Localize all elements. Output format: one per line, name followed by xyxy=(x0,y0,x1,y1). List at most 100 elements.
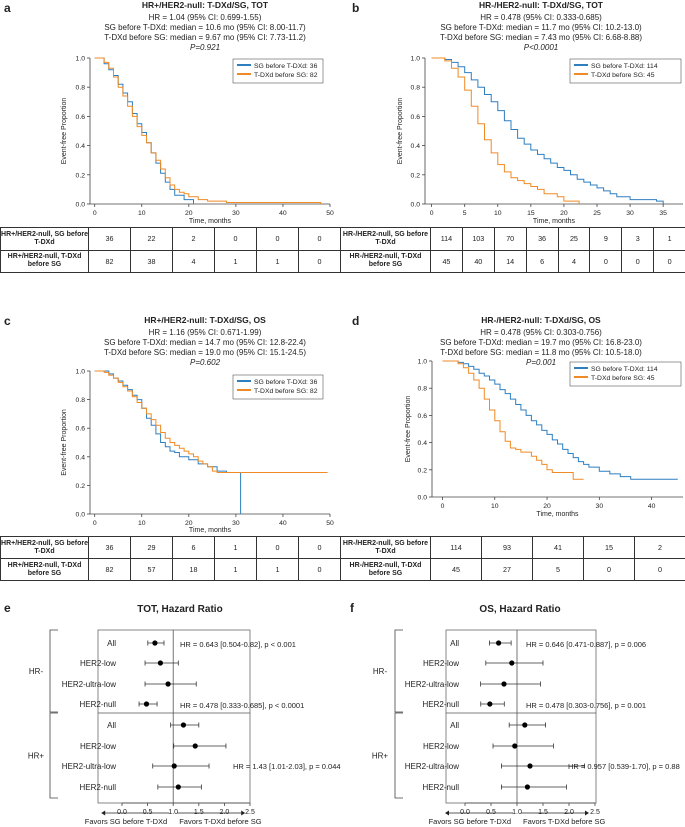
forest-row-label: HER2-ultra-low xyxy=(62,680,116,689)
x-tick-label: 1.5 xyxy=(194,809,204,816)
risk-table: HR+/HER2-null, SG before T-DXd 36 29 6 1 0 0 HR… xyxy=(0,536,341,581)
risk-row-label: HR+/HER2-null, T-DXd before SG xyxy=(0,558,89,581)
risk-count: 82 xyxy=(88,249,131,273)
x-axis-label: Time, months xyxy=(189,527,232,534)
risk-count: 0 xyxy=(214,227,257,251)
risk-count: 1 xyxy=(214,249,257,273)
stat-line: T-DXd before SG: median = 19.0 mo (95% C… xyxy=(104,348,306,357)
forest-row-label: All xyxy=(107,639,116,648)
legend-box xyxy=(569,58,682,84)
hr-point xyxy=(522,722,528,728)
stat-line: SG before T-DXd: median = 11.7 mo (95% C… xyxy=(440,23,642,32)
risk-row-label: HR-/HER2-null, SG before T-DXd xyxy=(340,227,431,251)
y-axis-label: Event-free Proportion xyxy=(61,98,68,165)
x-tick-label: 20 xyxy=(543,503,551,510)
forest-row-label: HER2-null xyxy=(80,700,117,709)
hr-point xyxy=(524,784,531,790)
x-tick-label: 50 xyxy=(326,520,334,527)
x-tick-label: 20 xyxy=(560,210,568,217)
forest-title: TOT, Hazard Ratio xyxy=(137,604,222,615)
p-value: P=0.921 xyxy=(190,43,220,52)
risk-count: 45 xyxy=(430,249,463,273)
x-tick-label: 2.5 xyxy=(245,809,255,816)
risk-count: 18 xyxy=(172,558,215,581)
x-tick-label: 20 xyxy=(185,210,193,217)
favors-right-label: Favors T-DXd before SG xyxy=(523,817,606,826)
stat-line: SG before T-DXd: median = 14.7 mo (95% C… xyxy=(104,338,306,347)
hr-annotation: HR = 0.478 [0.333-0.685], p < 0.0001 xyxy=(180,701,304,710)
y-tick-label: 0.6 xyxy=(418,413,428,420)
y-tick-label: 0.8 xyxy=(76,85,86,92)
km-curve-sg-before-tdxd xyxy=(94,57,194,204)
risk-table-row: HR-/HER2-null, SG before T-DXd 114 93 41 15 2 xyxy=(340,536,685,559)
y-tick-label: 0.2 xyxy=(418,467,428,474)
hr-point xyxy=(165,681,171,687)
y-tick-label: 0.0 xyxy=(76,202,86,209)
risk-count: 4 xyxy=(557,249,591,273)
hr-point xyxy=(175,784,181,790)
risk-count: 4 xyxy=(172,249,215,273)
y-tick-label: 0.4 xyxy=(76,454,86,461)
stat-line: HR = 0.478 (95% CI: 0.333-0.685) xyxy=(480,13,602,22)
stat-line: T-DXd before SG: median = 7.43 mo (95% C… xyxy=(440,33,642,42)
y-tick-label: 1.0 xyxy=(411,56,421,63)
panel-title: HR+/HER2-null: T-DXd/SG, OS xyxy=(144,315,266,325)
legend-label: T-DXd before SG: 82 xyxy=(254,72,318,79)
risk-count: 57 xyxy=(130,558,173,581)
risk-count: 36 xyxy=(88,227,131,251)
hr-point xyxy=(157,660,163,666)
x-tick-label: 0.5 xyxy=(143,809,153,816)
km-curve-tdxd-before-sg xyxy=(431,57,580,204)
y-tick-label: 0.8 xyxy=(418,386,428,393)
y-tick-label: 1.0 xyxy=(76,369,86,376)
legend-label: SG before T-DXd: 36 xyxy=(254,63,318,70)
risk-count: 3 xyxy=(621,227,655,251)
legend-label: SG before T-DXd: 114 xyxy=(591,63,658,70)
arrow-head-right xyxy=(241,810,246,816)
risk-row-label: HR-/HER2-null, T-DXd before SG xyxy=(340,249,431,273)
km-curve-tdxd-before-sg xyxy=(94,57,322,204)
legend-label: T-DXd before SG: 45 xyxy=(591,375,655,382)
risk-count: 6 xyxy=(172,536,215,559)
x-tick-label: 0 xyxy=(93,210,97,217)
hr-point xyxy=(495,640,502,646)
legend-label: T-DXd before SG: 45 xyxy=(591,72,655,79)
p-value: P=0.602 xyxy=(190,358,221,367)
risk-count: 40 xyxy=(461,249,495,273)
x-tick-label: 1.0 xyxy=(168,809,178,816)
legend-box xyxy=(232,374,324,400)
forest-row-label: HER2-ultra-low xyxy=(405,680,459,689)
forest-row-label: HER2-ultra-low xyxy=(62,762,116,771)
forest-row-label: HER2-null xyxy=(80,783,117,792)
hr-point xyxy=(487,701,493,707)
x-tick-label: 30 xyxy=(232,520,240,527)
risk-count: 82 xyxy=(88,558,131,581)
risk-count: 114 xyxy=(430,227,463,251)
risk-count: 14 xyxy=(493,249,527,273)
risk-count: 1 xyxy=(214,558,257,581)
panel-letter: f xyxy=(350,601,355,615)
y-tick-label: 1.0 xyxy=(76,56,86,63)
y-tick-label: 0.8 xyxy=(76,397,86,404)
risk-row-label: HR+/HER2-null, T-DXd before SG xyxy=(0,249,89,273)
favors-left-label: Favors SG before T-DXd xyxy=(85,817,167,826)
panel-letter: e xyxy=(4,601,11,615)
y-tick-label: 0.4 xyxy=(418,440,428,447)
risk-count: 0 xyxy=(298,249,341,273)
y-tick-label: 0.6 xyxy=(411,114,421,121)
forest-frame xyxy=(445,629,597,804)
hr-annotation: HR = 0.643 [0.504-0.82], p < 0.001 xyxy=(180,640,296,649)
stat-line: HR = 1.04 (95% CI: 0.699-1.55) xyxy=(149,13,262,22)
x-tick-label: 2.0 xyxy=(220,809,230,816)
arrow-head-right xyxy=(585,810,589,816)
hr-point xyxy=(143,701,150,707)
stat-line: HR = 1.16 (95% CI: 0.671-1.99) xyxy=(149,328,262,337)
hr-point xyxy=(512,743,518,749)
group-bracket xyxy=(49,712,58,799)
stat-line: SG before T-DXd: median = 19.7 mo (95% C… xyxy=(440,338,642,347)
x-tick-label: 0 xyxy=(441,503,445,510)
x-tick-label: 50 xyxy=(326,210,334,217)
risk-table: HR-/HER2-null, SG before T-DXd 114 103 70 36… xyxy=(340,227,685,273)
legend-box xyxy=(569,361,682,387)
legend-label: T-DXd before SG: 82 xyxy=(254,388,318,395)
